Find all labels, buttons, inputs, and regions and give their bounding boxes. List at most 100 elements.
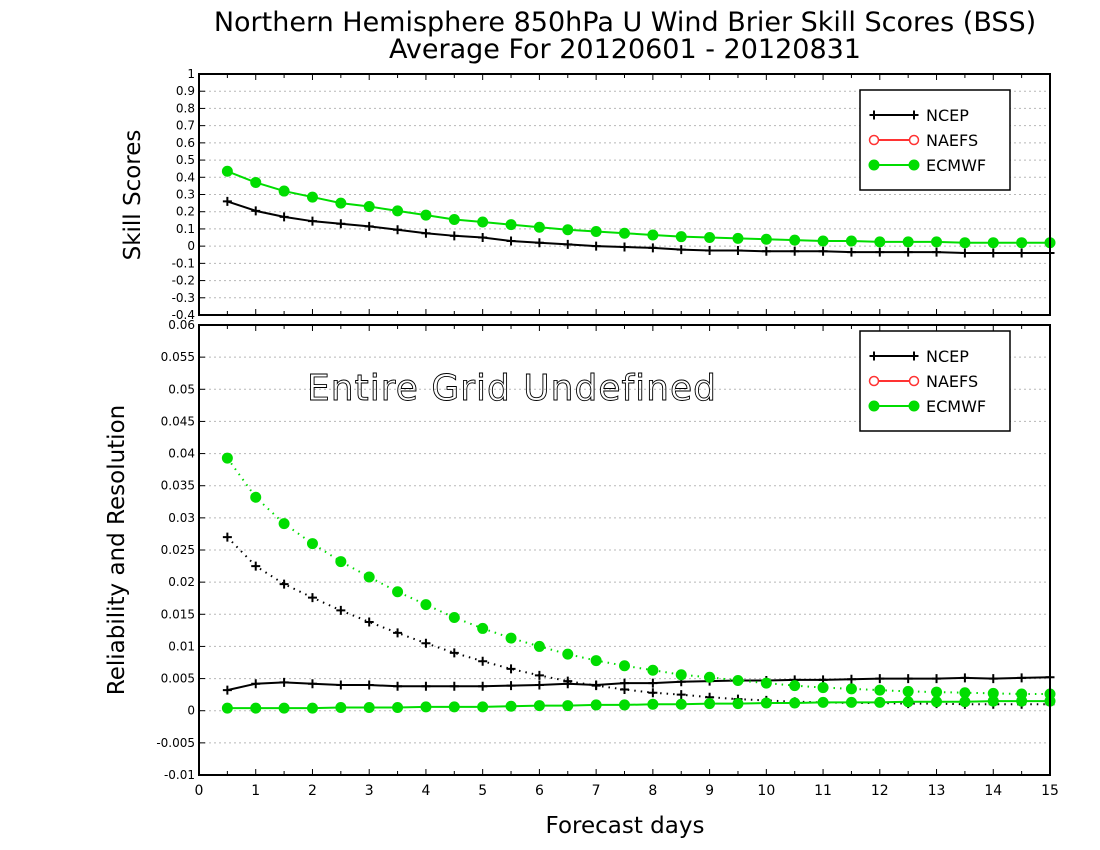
bottom-legend-label: NCEP bbox=[926, 347, 969, 366]
x-tick-label: 5 bbox=[478, 783, 487, 799]
bottom-series-ncep-resolution-point bbox=[648, 688, 658, 698]
top-legend-marker bbox=[908, 159, 920, 171]
bottom-series-ecmwf-reliability-point bbox=[306, 702, 318, 714]
bottom-series-ecmwf-resolution-point bbox=[562, 648, 574, 660]
top-y-tick-label: 0 bbox=[187, 239, 195, 253]
top-series-ecmwf-point bbox=[760, 233, 772, 245]
bottom-series-ncep-resolution-point bbox=[506, 664, 516, 674]
bottom-legend-marker bbox=[908, 375, 920, 387]
bottom-series-ecmwf-reliability-point bbox=[250, 702, 262, 714]
bottom-series-ecmwf-reliability-point bbox=[363, 702, 375, 713]
bottom-y-tick-label: -0.005 bbox=[156, 736, 195, 750]
x-tick-label: 10 bbox=[757, 783, 775, 799]
x-tick-label: 8 bbox=[648, 783, 657, 799]
bottom-series-ecmwf-reliability-point bbox=[392, 702, 404, 713]
bottom-series-ecmwf-resolution-point bbox=[250, 491, 262, 503]
bottom-series-ncep-reliability-point bbox=[251, 679, 261, 689]
bottom-series-ecmwf-resolution-point bbox=[335, 556, 347, 568]
x-tick-label: 12 bbox=[871, 783, 889, 799]
top-series-ecmwf-point bbox=[987, 237, 999, 249]
top-series-ncep-point bbox=[903, 247, 913, 257]
bottom-series-ecmwf-resolution-point bbox=[590, 655, 602, 667]
bottom-y-tick-label: 0.03 bbox=[168, 511, 195, 525]
top-series-ecmwf-point bbox=[902, 236, 914, 248]
bottom-plot-frame bbox=[198, 324, 1051, 776]
top-series-ncep-point bbox=[1017, 248, 1027, 258]
bottom-series-ncep-reliability-point bbox=[449, 681, 459, 691]
bottom-series-ncep-resolution-point bbox=[591, 681, 601, 691]
top-series-ncep-line bbox=[227, 200, 1050, 255]
top-series-ecmwf-point bbox=[704, 232, 716, 244]
top-series-ecmwf-point bbox=[732, 232, 744, 244]
bottom-legend-marker bbox=[909, 351, 919, 361]
bottom-series-ncep-reliability-point bbox=[988, 674, 998, 684]
bottom-y-tick-label: 0.005 bbox=[161, 672, 195, 686]
bottom-series-ecmwf-reliability-point bbox=[789, 697, 801, 709]
bottom-series-ncep-reliability-point bbox=[307, 679, 317, 689]
top-series-ncep-point bbox=[846, 247, 856, 257]
top-series-ncep-point bbox=[251, 206, 261, 216]
top-series-ncep-point bbox=[364, 221, 374, 231]
bottom-series-ncep-resolution-point bbox=[563, 676, 573, 686]
bottom-series-ecmwf-resolution-point bbox=[306, 538, 318, 550]
top-series-ecmwf-point bbox=[306, 191, 318, 203]
top-legend-marker bbox=[868, 159, 880, 171]
bottom-series-ncep-resolution-point bbox=[222, 532, 232, 542]
bottom-series-ecmwf-reliability-point bbox=[477, 701, 489, 713]
bottom-y-tick-label: 0.025 bbox=[161, 543, 195, 557]
top-y-tick-label: 0.3 bbox=[176, 188, 195, 202]
bottom-series-ecmwf-resolution-point bbox=[619, 660, 630, 672]
bottom-series-ncep-reliability-point bbox=[932, 674, 942, 684]
bottom-series-ecmwf-resolution-point bbox=[675, 669, 687, 681]
top-plot-frame bbox=[198, 73, 1051, 316]
top-series-ecmwf-point bbox=[789, 234, 801, 246]
top-series-ecmwf-point bbox=[335, 197, 347, 209]
top-series-ncep-point bbox=[875, 247, 885, 257]
top-series-ecmwf-point bbox=[590, 226, 602, 238]
bottom-series-ncep-resolution-point bbox=[251, 561, 261, 571]
x-tick-label: 11 bbox=[814, 783, 832, 799]
top-y-axis-label: Skill Scores bbox=[120, 130, 146, 261]
bottom-series-ecmwf-resolution-point bbox=[363, 571, 375, 583]
top-series-ncep-point bbox=[336, 219, 346, 229]
top-series-ncep-point bbox=[393, 225, 403, 235]
bottom-y-tick-label: 0.045 bbox=[161, 414, 195, 428]
top-series-ncep-point bbox=[818, 246, 828, 256]
x-tick-label: 4 bbox=[421, 783, 430, 799]
top-panel: 1 0.9 0.8 0.7 0.6 0.5 0.4 0.3 0.2 0.1 0 -0.1 -0.2 -0.… bbox=[172, 67, 1056, 322]
bottom-series-ecmwf-resolution-point bbox=[221, 452, 233, 464]
top-y-tick-label: 0.1 bbox=[176, 222, 195, 236]
top-series-ncep-point bbox=[988, 248, 998, 258]
x-tick-label: 14 bbox=[984, 783, 1002, 799]
bottom-legend-marker bbox=[908, 400, 920, 412]
top-series-ecmwf-point bbox=[420, 209, 432, 221]
bottom-series-ncep-resolution-point bbox=[393, 628, 403, 638]
top-series-ecmwf-point bbox=[221, 165, 233, 177]
top-y-tick-label: 0.6 bbox=[176, 136, 195, 150]
x-tick-label: 1 bbox=[251, 783, 260, 799]
bottom-y-tick-label: 0 bbox=[187, 704, 195, 718]
chart-subtitle: Average For 20120601 - 20120831 bbox=[389, 34, 861, 65]
bottom-legend-label: NAEFS bbox=[926, 372, 978, 391]
bottom-series-ecmwf-reliability-point bbox=[420, 701, 432, 713]
bottom-series-ncep-reliability-point bbox=[364, 680, 374, 690]
top-series-ncep-point bbox=[279, 212, 289, 222]
bottom-series-ecmwf-resolution-point bbox=[420, 599, 432, 611]
top-series-ncep-point bbox=[620, 242, 629, 252]
x-axis-label: Forecast days bbox=[546, 813, 705, 839]
top-legend-marker bbox=[868, 134, 880, 146]
top-series-ncep-point bbox=[705, 245, 715, 255]
top-y-tick-label: -0.1 bbox=[172, 256, 195, 270]
x-tick-label: 0 bbox=[195, 783, 204, 799]
bottom-series-ncep-resolution-point bbox=[620, 685, 629, 694]
bottom-series-ecmwf-reliability-point bbox=[647, 698, 659, 710]
bottom-series-ncep-resolution-point bbox=[336, 605, 346, 615]
bottom-panel: 0.060.0550.050.0450.040.0350.030.0250.02… bbox=[156, 318, 1059, 799]
bottom-series-ecmwf-reliability-point bbox=[221, 702, 233, 714]
top-series-ecmwf-point bbox=[647, 229, 659, 241]
bottom-series-ecmwf-reliability-point bbox=[760, 697, 772, 709]
top-series-ncep-point bbox=[563, 239, 573, 249]
bottom-series-ecmwf-resolution-point bbox=[1016, 688, 1028, 700]
bottom-series-ncep-resolution-point bbox=[534, 670, 544, 680]
bottom-y-tick-label: 0.015 bbox=[161, 607, 195, 621]
